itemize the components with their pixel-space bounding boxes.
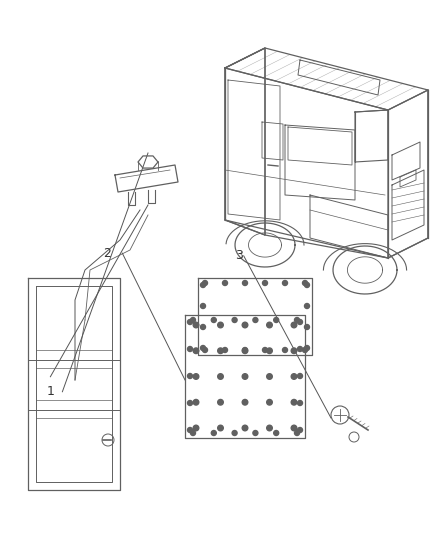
Circle shape (202, 280, 208, 286)
Circle shape (297, 346, 303, 351)
Circle shape (218, 322, 223, 328)
Circle shape (267, 374, 272, 379)
Circle shape (223, 348, 227, 352)
Circle shape (218, 374, 223, 379)
Circle shape (297, 319, 303, 325)
Circle shape (193, 348, 199, 353)
Circle shape (267, 322, 272, 328)
Circle shape (304, 345, 310, 351)
Circle shape (242, 374, 248, 379)
Circle shape (193, 425, 199, 431)
Circle shape (304, 303, 310, 309)
Circle shape (193, 399, 199, 405)
Circle shape (223, 280, 227, 286)
Text: 3: 3 (235, 249, 243, 262)
Circle shape (243, 280, 247, 286)
Circle shape (283, 280, 287, 286)
Circle shape (218, 425, 223, 431)
Circle shape (211, 318, 216, 322)
Circle shape (291, 425, 297, 431)
Circle shape (262, 280, 268, 286)
Circle shape (201, 345, 205, 351)
Circle shape (291, 322, 297, 328)
Circle shape (267, 348, 272, 353)
Circle shape (304, 325, 310, 329)
Circle shape (201, 325, 205, 329)
Circle shape (191, 431, 195, 435)
Circle shape (291, 348, 297, 353)
Circle shape (267, 425, 272, 431)
Circle shape (283, 348, 287, 352)
Circle shape (267, 399, 272, 405)
Circle shape (211, 431, 216, 435)
Circle shape (232, 431, 237, 435)
Circle shape (291, 399, 297, 405)
Circle shape (304, 282, 310, 287)
Circle shape (202, 348, 208, 352)
Circle shape (201, 282, 205, 287)
Circle shape (191, 318, 195, 322)
Circle shape (232, 318, 237, 322)
Circle shape (274, 318, 279, 322)
Circle shape (187, 374, 192, 378)
Circle shape (187, 346, 192, 351)
Circle shape (294, 318, 300, 322)
Circle shape (201, 303, 205, 309)
Circle shape (218, 399, 223, 405)
Circle shape (262, 348, 268, 352)
Circle shape (193, 374, 199, 379)
Circle shape (242, 425, 248, 431)
Circle shape (303, 280, 307, 286)
Circle shape (187, 400, 192, 406)
Circle shape (294, 431, 300, 435)
Circle shape (303, 348, 307, 352)
Text: 2: 2 (103, 247, 111, 260)
Circle shape (297, 400, 303, 406)
Circle shape (243, 348, 247, 352)
Circle shape (218, 348, 223, 353)
Circle shape (187, 427, 192, 432)
Circle shape (193, 322, 199, 328)
Circle shape (187, 319, 192, 325)
Circle shape (253, 431, 258, 435)
Circle shape (242, 399, 248, 405)
Circle shape (274, 431, 279, 435)
Circle shape (242, 348, 248, 353)
Circle shape (242, 322, 248, 328)
Circle shape (297, 427, 303, 432)
Text: 1: 1 (46, 385, 54, 398)
Circle shape (291, 374, 297, 379)
Circle shape (253, 318, 258, 322)
Circle shape (297, 374, 303, 378)
